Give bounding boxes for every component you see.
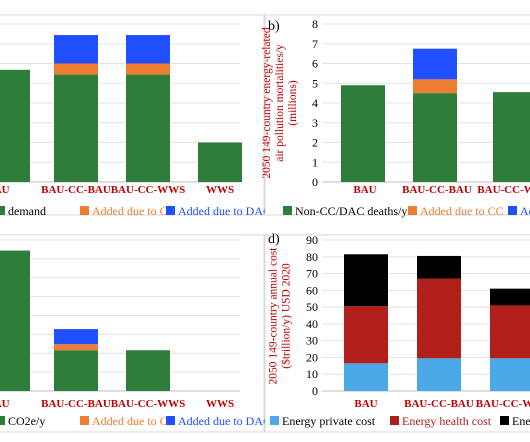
legend-label: Added due to CC (92, 414, 176, 428)
bar-segment-added-due-to-dac (126, 35, 170, 64)
bar-segment-demand (126, 74, 170, 182)
bar-segment-energy-health-cost (490, 305, 530, 359)
x-tick-label: BAU (0, 184, 10, 196)
y-tick-label: 4 (312, 96, 318, 110)
legend-swatch (508, 206, 517, 215)
bar-segment-non-cc-dac-deaths-y (341, 85, 385, 182)
bar-segment-energy-climate-cost (490, 288, 530, 306)
y-axis-label: air pollution mortalities/y (274, 44, 286, 162)
panel-frame (0, 234, 265, 433)
y-tick-label: 40 (306, 317, 318, 331)
bar-segment-added-due-to-dac (413, 48, 457, 80)
legend-swatch (270, 416, 279, 425)
y-axis-label: (millions) (287, 80, 299, 126)
bar-segment-added-due-to-dac (54, 329, 98, 345)
x-tick-label: WWS (206, 398, 234, 410)
bar-segment-added-due-to-cc (126, 63, 170, 75)
legend-label: CO2e/y (8, 414, 45, 428)
bar-segment-non-cc-dac-deaths-y (413, 93, 457, 182)
legend-label: Energy health cost (402, 414, 492, 428)
y-tick-label: 6 (312, 57, 318, 71)
bar-segment-demand (198, 142, 242, 182)
legend-label: Non-CC/DAC deaths/y (295, 204, 407, 218)
bar-segment-non-cc-dac-deaths-y (493, 92, 530, 182)
bar-segment-energy-private-cost (344, 363, 388, 391)
y-tick-label: 50 (306, 300, 318, 314)
bar-segment-energy-health-cost (344, 306, 388, 364)
y-tick-label: 5 (312, 76, 318, 90)
legend-swatch (80, 206, 89, 215)
y-tick-label: 0 (312, 175, 318, 189)
x-tick-label: BAU (353, 184, 376, 196)
panel-frame (264, 234, 530, 433)
panel-label: b) (268, 19, 280, 34)
bar-segment-energy-health-cost (417, 278, 461, 359)
legend-swatch (283, 206, 292, 215)
legend-swatch (166, 416, 175, 425)
legend-label: Energy private cost (282, 414, 376, 428)
y-tick-label: 20 (306, 350, 318, 364)
y-tick-label: 7 (312, 37, 318, 51)
legend-label: Added due to DAC (178, 414, 271, 428)
x-tick-label: BAU-CC-BAU (41, 184, 111, 196)
x-tick-label: BAU-CC-WV (477, 184, 530, 196)
bar-segment-energy-climate-cost (417, 255, 461, 279)
x-tick-label: BAU-CC-BAU (41, 398, 111, 410)
bar-segment-demand (54, 74, 98, 182)
x-tick-label: BAU-CC-BAU (402, 184, 472, 196)
bar-segment-energy-private-cost (417, 358, 461, 391)
panel-label: d) (268, 232, 280, 247)
y-axis-label: ($trillion/y) USD 2020 (280, 263, 293, 369)
legend-label: Added due to CC (420, 204, 504, 218)
y-tick-label: 30 (306, 334, 318, 348)
legend-swatch (408, 206, 417, 215)
legend-label: Added due to DAC (178, 204, 271, 218)
y-tick-label: 70 (306, 267, 318, 281)
y-tick-label: 8 (312, 17, 318, 31)
legend-swatch (166, 206, 175, 215)
legend-swatch (80, 416, 89, 425)
legend-label: demand (8, 204, 46, 218)
legend-label: Ad (520, 204, 530, 218)
x-tick-label: BAU-CC-BAU (404, 398, 474, 410)
y-axis-label: 2050 149-country annual cost (268, 247, 280, 385)
x-tick-label: BAU-CC-WWS (111, 398, 186, 410)
x-tick-label: WWS (206, 184, 234, 196)
panel-b: 0 1 2 3 4 5 6 7 8 BAU BAU-CC-BAU BAU-CC-WV Non-CC/DA… (261, 14, 530, 218)
bar-segment-energy-climate-cost (344, 254, 388, 307)
x-tick-label: BAU-CC-WW (476, 398, 530, 410)
bar-segment-added-due-to-cc (54, 344, 98, 351)
legend-label: Added due to CC (92, 204, 176, 218)
bar-segment-co2e-y (0, 250, 30, 391)
y-tick-label: 10 (306, 367, 318, 381)
bar-segment-added-due-to-dac (54, 35, 98, 64)
panel-d: 0 10 20 30 40 50 60 70 80 90 BAU BAU-CC-BAU BAU-CC-W… (264, 232, 530, 433)
y-tick-label: 80 (306, 250, 318, 264)
bar-segment-added-due-to-cc (54, 63, 98, 75)
legend-swatch (0, 416, 5, 425)
legend-swatch (390, 416, 399, 425)
y-tick-label: 60 (306, 283, 318, 297)
bar-segment-co2e-y (126, 350, 170, 391)
bar-segment-energy-private-cost (490, 358, 530, 391)
legend-label: Energ (512, 414, 530, 428)
y-tick-label: 2 (312, 136, 318, 150)
bar-segment-co2e-y (54, 350, 98, 391)
y-tick-label: 3 (312, 116, 318, 130)
bar-segment-added-due-to-cc (413, 79, 457, 94)
y-tick-label: 90 (306, 233, 318, 247)
legend-swatch (0, 206, 5, 215)
x-tick-label: BAU-CC-WWS (111, 184, 186, 196)
legend-swatch (500, 416, 509, 425)
bar-segment-demand (0, 69, 30, 182)
y-axis-label: 2050 149-country energy-related (261, 27, 273, 178)
y-tick-label: 0 (312, 384, 318, 398)
x-tick-label: BAU (0, 398, 10, 410)
x-tick-label: BAU (354, 398, 377, 410)
y-tick-label: 1 (312, 155, 318, 169)
